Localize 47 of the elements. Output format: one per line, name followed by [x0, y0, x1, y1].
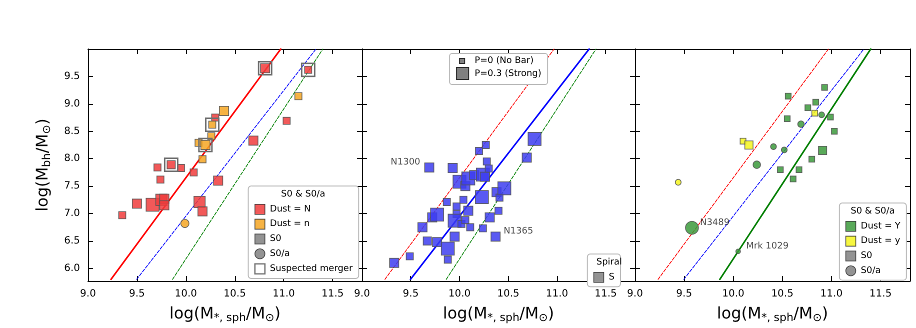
annotation: P=0 (No Bar) [474, 56, 534, 66]
legend-title: Spiral [596, 258, 622, 268]
x-tick-label: 9.0 [627, 288, 643, 300]
x-tick-label: 11.0 [820, 288, 843, 300]
annotation: N1365 [504, 226, 534, 237]
annotation: Mrk 1029 [746, 241, 789, 252]
x-tick-label: 11.5 [594, 288, 617, 300]
y-axis-title: log(Mbh/M⊙) [32, 118, 53, 212]
legend-label: Dust = y [860, 236, 901, 246]
legend-label: Dust = Y [860, 221, 901, 232]
x-tick-label: 9.5 [676, 288, 692, 300]
y-tick-label: 9.5 [64, 70, 80, 82]
legend-label: Dust = N [270, 204, 311, 214]
y-tick-label: 8.0 [64, 153, 80, 164]
x-tick-label: 10.0 [448, 288, 471, 300]
legend-label: Dust = n [270, 219, 310, 230]
annotation: N3489 [700, 218, 730, 228]
x-tick-label: 10.5 [771, 288, 794, 300]
y-tick-label: 9.0 [64, 98, 80, 110]
y-tick-label: 7.0 [64, 208, 80, 220]
legend-label: Suspected merger [270, 264, 353, 274]
x-tick-label: 11.0 [272, 288, 295, 300]
legend-title: S0 & S0/a [281, 190, 326, 200]
x-tick-label: 10.5 [497, 288, 520, 300]
legend-label: S0/a [270, 248, 290, 259]
x-tick-label: 9.0 [80, 288, 96, 300]
x-tick-label: 11.5 [322, 288, 344, 300]
y-tick-label: 6.5 [64, 235, 80, 246]
y-tick-label: 6.0 [64, 262, 80, 274]
x-tick-label: 9.5 [128, 288, 145, 300]
legend-box: P=0 (No Bar) P=0.3 (Strong) [448, 53, 548, 85]
x-tick-label: 10.0 [722, 288, 744, 300]
legend-label: S [608, 272, 615, 282]
legend-label: S0 [270, 234, 282, 244]
x-tick-label: 10.5 [224, 288, 246, 300]
x-tick-label: 9.5 [402, 288, 419, 300]
legend-title: S0 & S0/a [850, 206, 895, 216]
y-tick-label: 7.5 [64, 180, 80, 192]
x-tick-label: 11.0 [546, 288, 568, 300]
x-tick-label: 10.0 [174, 288, 197, 300]
legend-label: S0 [860, 251, 872, 261]
legend-label: S0/a [860, 266, 881, 276]
y-tick-label: 8.5 [64, 126, 80, 137]
annotation: N1300 [390, 157, 421, 168]
x-tick-label: 11.5 [869, 288, 892, 300]
x-tick-label: 9.0 [354, 288, 370, 300]
annotation: P=0.3 (Strong) [474, 68, 542, 78]
